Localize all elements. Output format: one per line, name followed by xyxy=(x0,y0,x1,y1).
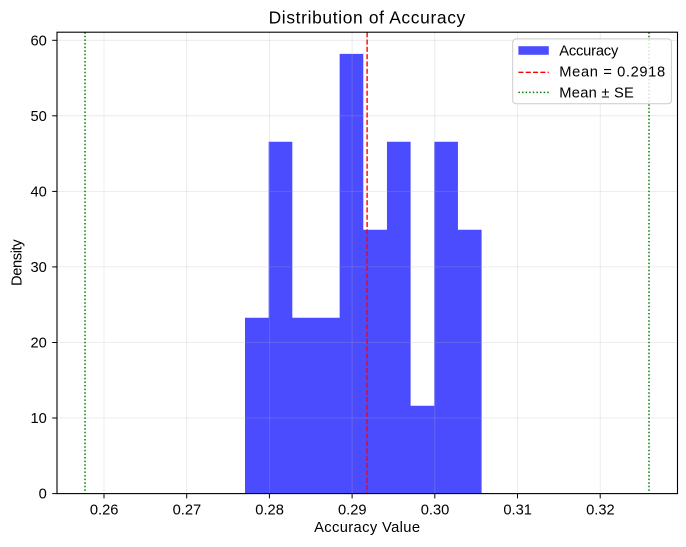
svg-text:0.26: 0.26 xyxy=(90,502,119,518)
svg-text:60: 60 xyxy=(30,33,46,49)
svg-text:0: 0 xyxy=(39,487,47,503)
svg-text:0.31: 0.31 xyxy=(503,502,532,518)
svg-text:0.28: 0.28 xyxy=(255,502,284,518)
svg-text:50: 50 xyxy=(30,109,46,125)
svg-text:10: 10 xyxy=(30,411,46,427)
svg-text:0.32: 0.32 xyxy=(586,502,615,518)
svg-text:0.29: 0.29 xyxy=(338,502,367,518)
svg-text:20: 20 xyxy=(30,336,46,352)
svg-text:0.30: 0.30 xyxy=(421,502,450,518)
svg-text:Density: Density xyxy=(9,239,25,286)
svg-text:Accuracy: Accuracy xyxy=(559,44,619,60)
svg-text:40: 40 xyxy=(30,185,46,201)
svg-text:Mean = 0.2918: Mean = 0.2918 xyxy=(559,65,665,81)
svg-text:Distribution of Accuracy: Distribution of Accuracy xyxy=(269,8,466,28)
svg-text:30: 30 xyxy=(30,260,46,276)
svg-text:Accuracy Value: Accuracy Value xyxy=(314,520,420,536)
svg-text:0.27: 0.27 xyxy=(173,502,202,518)
svg-text:Mean ± SE: Mean ± SE xyxy=(559,85,634,101)
